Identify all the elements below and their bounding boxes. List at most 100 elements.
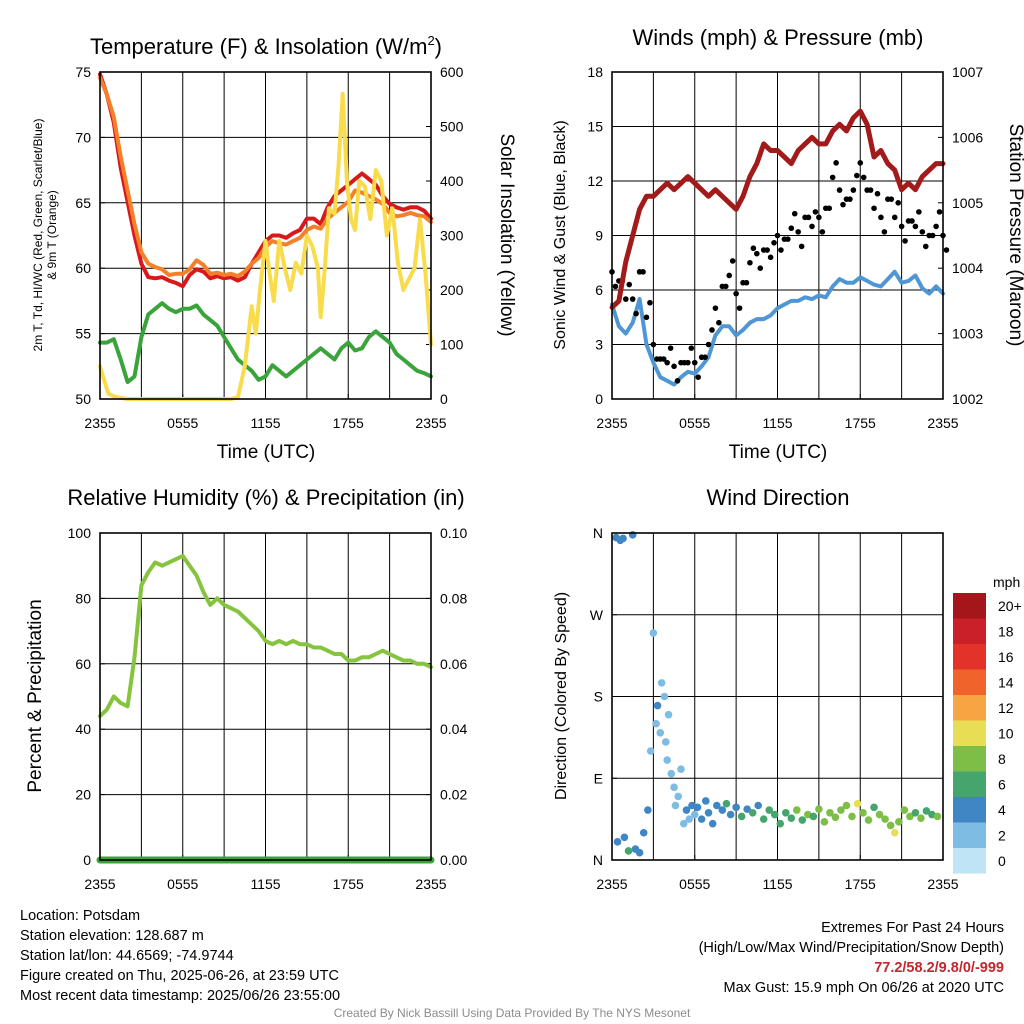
legend-label: 10 <box>998 726 1014 742</box>
direction-point <box>674 792 682 801</box>
direction-point <box>624 847 633 855</box>
direction-point <box>653 701 662 710</box>
y2-tick-label: 1007 <box>952 64 983 80</box>
y2-tick-label: 0.02 <box>440 787 467 803</box>
direction-point <box>628 531 637 539</box>
direction-point <box>820 818 829 826</box>
direction-point <box>922 807 931 815</box>
direction-point <box>664 710 673 719</box>
gust-point <box>729 258 736 264</box>
winds-plot: 0 3 6 9 12 15 18 1002 1003 1004 1005 1006 1007 2355 05… <box>587 64 983 431</box>
y-tick-label: W <box>590 607 604 623</box>
y2-tick-label: 200 <box>440 282 464 298</box>
gust-point <box>667 345 674 351</box>
direction-point <box>652 719 660 728</box>
direction-point <box>826 808 834 817</box>
x-tick-label: 2355 <box>84 415 115 431</box>
gust-point <box>622 296 629 302</box>
y-tick-label: 0 <box>83 852 91 868</box>
legend-swatch <box>953 593 986 619</box>
gust-point <box>857 160 864 166</box>
direction-point <box>732 803 740 812</box>
gust-point <box>712 305 719 311</box>
gust-point <box>812 209 819 215</box>
x-tick-label: 2355 <box>596 415 627 431</box>
legend-label: 0 <box>998 853 1006 869</box>
direction-point <box>619 534 627 543</box>
y2-tick-label: 500 <box>440 119 464 135</box>
gust-point <box>791 210 798 217</box>
gust-point <box>733 290 739 297</box>
direction-point <box>663 756 671 764</box>
direction-point <box>743 805 751 813</box>
y-tick-label: 55 <box>75 326 91 342</box>
gust-point <box>898 223 905 230</box>
gust-point <box>705 341 712 348</box>
legend-label: 14 <box>998 675 1014 691</box>
direction-point <box>656 729 665 737</box>
direction-point <box>737 812 746 821</box>
x-tick-label: 0555 <box>679 876 710 892</box>
direction-point <box>657 679 666 687</box>
y-tick-label: 65 <box>75 195 91 211</box>
direction-point <box>722 799 731 808</box>
direction-point <box>639 828 648 837</box>
gust-point <box>860 174 867 181</box>
x-tick-label: 2355 <box>84 876 115 892</box>
direction-point <box>831 813 840 822</box>
y-tick-label: 6 <box>595 282 603 298</box>
gust-point <box>695 374 701 381</box>
y-tick-label: 50 <box>75 391 91 407</box>
direction-point <box>718 806 727 814</box>
gust-point <box>871 205 877 212</box>
gust-point <box>888 196 895 202</box>
gust-point <box>878 214 884 221</box>
legend-swatch <box>953 797 986 823</box>
y-tick-label: 18 <box>587 64 603 80</box>
direction-point <box>900 806 909 814</box>
gust-point <box>774 232 781 239</box>
y-tick-label: 9 <box>595 228 603 244</box>
x-tick-label: 2355 <box>415 415 446 431</box>
station-info: Location: Potsdam Station elevation: 128… <box>20 906 340 1006</box>
legend-swatch <box>953 771 986 797</box>
x-tick-label: 2355 <box>927 876 958 892</box>
x-tick-label: 1155 <box>762 415 792 431</box>
winds-xlabel: Time (UTC) <box>729 442 828 463</box>
station-elevation: Station elevation: 128.687 m <box>20 928 204 944</box>
gust-point <box>943 247 950 253</box>
x-tick-label: 0555 <box>167 876 198 892</box>
x-tick-label: 2355 <box>927 415 958 431</box>
x-tick-label: 2355 <box>415 876 446 892</box>
plot-frame <box>611 71 944 400</box>
gust-point <box>916 209 922 215</box>
direction-point <box>848 812 856 821</box>
direction-legend: 20+ 18 16 14 12 10 8 6 4 2 0 <box>953 593 1022 874</box>
meteogram-charts: Temperature (F) & Insolation (W/m2) 2m T… <box>25 25 1024 892</box>
x-tick-label: 0555 <box>679 415 710 431</box>
direction-point <box>842 801 851 810</box>
y-tick-label: 100 <box>68 525 92 541</box>
x-tick-label: 1755 <box>333 415 364 431</box>
direction-point <box>859 808 867 817</box>
gust-point <box>685 359 691 366</box>
direction-point <box>781 808 790 817</box>
station-location: Location: Potsdam <box>20 908 141 924</box>
extremes-values: 77.2/58.2/9.8/0/-999 <box>874 960 1004 976</box>
humidity-panel: Relative Humidity (%) & Precipitation (i… <box>25 485 467 892</box>
max-gust: Max Gust: 15.9 mph On 06/26 at 2020 UTC <box>723 980 1004 996</box>
plot-frame <box>611 532 944 861</box>
gust-point <box>640 269 646 275</box>
direction-point <box>864 816 873 824</box>
gust-point <box>854 172 860 179</box>
direction-point <box>870 803 878 812</box>
y2-tick-label: 1002 <box>952 391 983 407</box>
legend-swatch <box>953 618 986 644</box>
y2-tick-label: 1005 <box>952 195 983 211</box>
y-tick-label: 20 <box>75 787 91 803</box>
gust-point <box>795 229 801 235</box>
temperature-plot: 50 55 60 65 70 75 0 100 200 300 400 500 600 2355 0555 1… <box>75 64 463 431</box>
gust-point <box>867 187 874 193</box>
direction-point <box>793 806 801 814</box>
y-tick-label: 70 <box>75 129 91 145</box>
